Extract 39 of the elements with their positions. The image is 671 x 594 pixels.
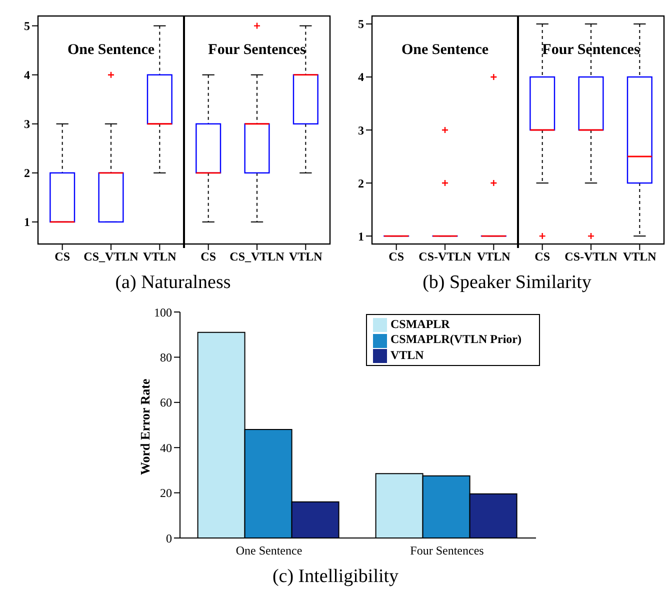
annotation: One Sentence xyxy=(401,42,489,58)
y-axis-title: Word Error Rate xyxy=(137,378,152,475)
y-tick-label: 5 xyxy=(24,19,30,34)
y-tick-label: 1 xyxy=(24,215,30,230)
y-tick-label: 2 xyxy=(24,166,30,180)
y-tick-label: 0 xyxy=(166,531,172,546)
y-tick-label: 5 xyxy=(358,17,364,32)
y-tick-label: 80 xyxy=(160,350,172,364)
y-tick-label: 60 xyxy=(160,396,172,410)
y-tick-label: 2 xyxy=(358,176,364,190)
y-tick-label: 3 xyxy=(24,117,30,132)
x-tick-label: CS xyxy=(54,250,70,264)
text: (a) Naturalness xyxy=(114,272,232,294)
x-tick-label: CS_VTLN xyxy=(230,250,285,264)
x-tick-label: CS_VTLN xyxy=(84,250,139,264)
x-tick-label: CS xyxy=(534,250,550,264)
x-tick-label: CS-VTLN xyxy=(418,250,472,264)
y-tick-label: 1 xyxy=(358,229,364,244)
y-tick-label: 4 xyxy=(24,68,30,82)
annotation: Four Sentences xyxy=(542,42,640,58)
y-tick-label: 40 xyxy=(160,440,172,455)
x-tick-label: VTLN xyxy=(142,250,177,264)
x-tick-label: VTLN xyxy=(622,250,657,264)
y-tick-label: 20 xyxy=(160,486,172,500)
x-tick-label: VTLN xyxy=(476,250,511,264)
legend-label: VTLN xyxy=(390,348,424,362)
text: (b) Speaker Similarity xyxy=(422,272,592,294)
x-tick-label: CS-VTLN xyxy=(564,250,618,264)
y-tick-label: 4 xyxy=(358,70,364,84)
x-tick-label: CS xyxy=(388,250,404,264)
annotation: Four Sentences xyxy=(208,42,306,58)
x-tick-label: CS xyxy=(200,250,216,264)
y-tick-label: 3 xyxy=(358,123,364,138)
legend-label: CSMAPLR(VTLN Prior) xyxy=(390,332,522,346)
legend-label: CSMAPLR xyxy=(390,317,450,331)
text: (c) Intelligibility xyxy=(271,566,400,588)
x-tick-label: VTLN xyxy=(288,250,323,264)
annotation: One Sentence xyxy=(67,42,155,58)
y-tick-label: 100 xyxy=(154,305,172,320)
